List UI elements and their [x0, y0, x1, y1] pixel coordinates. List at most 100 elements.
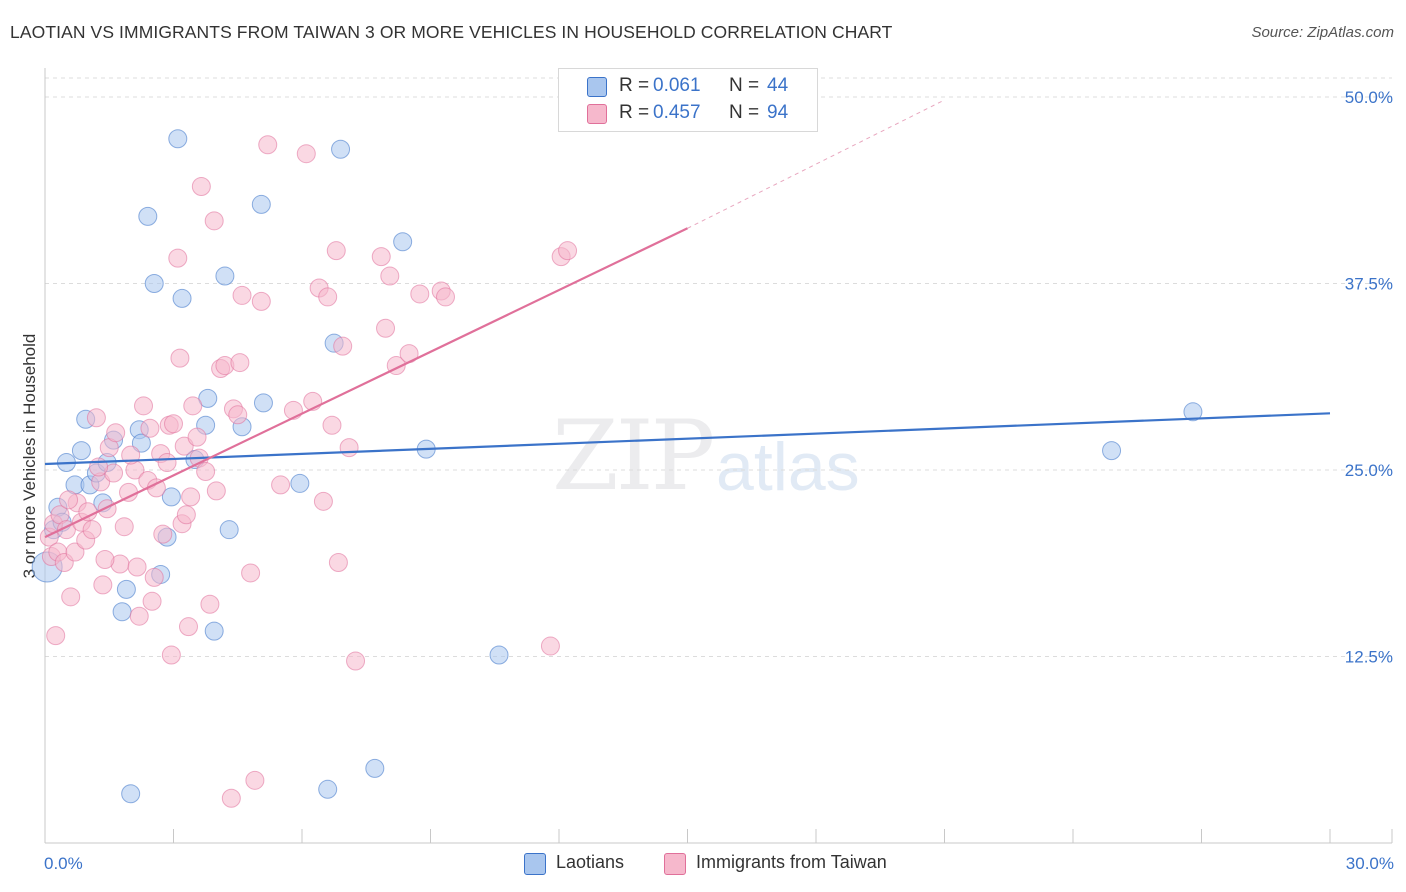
laotians-point	[290, 473, 310, 493]
taiwan-point	[371, 247, 391, 267]
laotians-point	[489, 645, 509, 665]
legend-r-value: 0.061	[653, 75, 701, 96]
taiwan-point	[106, 423, 126, 443]
chart-title: LAOTIAN VS IMMIGRANTS FROM TAIWAN 3 OR M…	[10, 22, 893, 42]
chart-source: Source: ZipAtlas.com	[1251, 24, 1394, 41]
correlation-legend: R = 0.061 N = 44 R = 0.457 N = 94	[558, 68, 818, 132]
taiwan-point	[153, 524, 173, 544]
taiwan-point	[258, 135, 278, 155]
taiwan-point	[318, 287, 338, 307]
taiwan-point	[346, 651, 366, 671]
taiwan-point	[181, 487, 201, 507]
laotians-point	[365, 758, 385, 778]
taiwan-point	[178, 617, 198, 637]
bottom-legend-swatch-laotians	[524, 853, 546, 875]
y-tick-label: 37.5%	[1345, 275, 1393, 294]
legend-r-label: R =	[619, 75, 650, 96]
laotians-point	[251, 194, 271, 214]
legend-swatch-laotians	[587, 77, 607, 97]
taiwan-point	[142, 591, 162, 611]
laotians-point	[144, 274, 164, 293]
laotians-point	[331, 139, 351, 159]
bottom-legend-label: Immigrants from Taiwan	[696, 852, 887, 872]
taiwan-point	[144, 567, 164, 587]
taiwan-point	[228, 405, 248, 425]
taiwan-point	[161, 645, 181, 665]
laotians-point	[161, 487, 181, 507]
laotians-point	[71, 441, 91, 461]
taiwan-point	[339, 438, 359, 458]
laotians-point	[172, 288, 192, 308]
legend-r-value: 0.457	[653, 102, 701, 123]
taiwan-point	[95, 550, 115, 570]
taiwan-point	[164, 414, 183, 434]
laotians-point	[131, 433, 151, 453]
taiwan-point	[376, 318, 396, 338]
laotians-point	[121, 784, 141, 804]
y-tick-label: 25.0%	[1345, 461, 1393, 480]
taiwan-point	[322, 415, 342, 435]
taiwan-point	[221, 788, 241, 808]
taiwan-point	[119, 482, 139, 502]
y-tick-label: 50.0%	[1345, 88, 1393, 107]
laotians-point	[112, 602, 132, 622]
taiwan-point	[251, 291, 271, 311]
legend-n-value: 44	[767, 75, 789, 96]
laotians-point	[393, 232, 413, 252]
taiwan-point	[157, 453, 177, 473]
taiwan-trend-line	[44, 227, 688, 539]
taiwan-point	[435, 287, 455, 307]
laotians-point	[138, 206, 158, 226]
laotians-point	[219, 520, 239, 540]
taiwan-point	[82, 520, 102, 540]
taiwan-point	[59, 490, 79, 510]
taiwan-point	[97, 499, 117, 519]
legend-r-label: R =	[619, 102, 650, 123]
taiwan-point	[326, 241, 346, 261]
taiwan-point	[170, 348, 190, 368]
taiwan-point	[196, 461, 216, 481]
taiwan-point	[114, 517, 134, 537]
taiwan-point	[333, 336, 353, 356]
taiwan-point	[65, 542, 85, 562]
legend-swatch-taiwan	[587, 104, 607, 124]
taiwan-point	[241, 563, 261, 583]
taiwan-point	[410, 284, 430, 304]
taiwan-point	[206, 481, 226, 501]
x-tick-label: 0.0%	[44, 854, 83, 873]
watermark-zip: ZIP	[552, 400, 715, 512]
laotians-point	[1183, 402, 1203, 422]
taiwan-point	[296, 144, 316, 164]
x-tick-label: 30.0%	[1346, 854, 1394, 873]
laotians-point	[116, 579, 136, 599]
taiwan-point	[78, 502, 98, 522]
bottom-legend-swatch-taiwan	[664, 853, 686, 875]
taiwan-point	[168, 248, 188, 268]
taiwan-point	[271, 475, 291, 495]
y-tick-label: 12.5%	[1345, 648, 1393, 667]
legend-n-label: N =	[729, 75, 760, 96]
taiwan-point	[134, 396, 154, 416]
taiwan-point	[127, 557, 147, 577]
taiwan-point	[328, 553, 348, 573]
legend-n-label: N =	[729, 102, 760, 123]
laotians-point	[253, 393, 273, 413]
taiwan-point	[540, 636, 560, 656]
taiwan-point	[200, 594, 220, 614]
legend-n-value: 94	[767, 102, 789, 123]
taiwan-point	[183, 396, 203, 416]
laotians-point	[1102, 441, 1122, 461]
taiwan-point	[191, 177, 211, 197]
taiwan-point	[61, 587, 81, 607]
taiwan-point	[230, 353, 250, 373]
taiwan-point	[558, 241, 578, 261]
laotians-point	[204, 621, 224, 641]
taiwan-point	[140, 418, 160, 438]
laotians-trend-line	[44, 412, 1331, 466]
taiwan-point	[46, 626, 66, 646]
laotians-point	[318, 779, 338, 799]
taiwan-point	[313, 491, 333, 511]
taiwan-point	[204, 211, 224, 231]
taiwan-point	[380, 266, 400, 286]
